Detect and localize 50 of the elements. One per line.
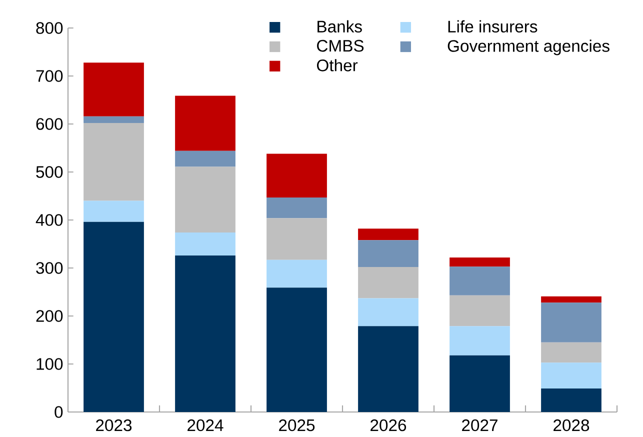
legend-label: Banks	[318, 20, 362, 33]
bar	[84, 222, 144, 412]
bar	[84, 62, 144, 116]
bar	[450, 266, 510, 296]
bar	[175, 150, 236, 167]
bar	[358, 267, 418, 298]
bar	[541, 342, 602, 363]
bar	[541, 302, 602, 342]
bar	[266, 260, 327, 288]
bar	[541, 362, 602, 388]
bar	[450, 295, 510, 326]
bar	[175, 96, 236, 151]
bar	[358, 240, 418, 268]
x-tick-label: 2024	[188, 419, 224, 432]
legend-label: CMBS	[317, 40, 364, 52]
y-tick-label: 400	[36, 214, 63, 226]
x-tick-label: 2028	[554, 419, 590, 432]
y-tick-label: 500	[36, 166, 63, 178]
bar	[541, 296, 602, 303]
bar	[84, 116, 144, 124]
y-tick-label: 600	[36, 118, 63, 130]
bar	[84, 123, 144, 201]
bar	[266, 154, 327, 198]
bar	[175, 232, 236, 256]
bar	[541, 388, 602, 412]
y-tick-label: 200	[36, 310, 63, 322]
bar	[266, 288, 327, 412]
x-tick-label: 2027	[462, 419, 498, 432]
y-tick-label: 0	[54, 406, 63, 418]
y-tick-label: 300	[36, 262, 63, 274]
bar	[358, 228, 418, 240]
y-tick-label: 800	[36, 22, 63, 34]
bar	[358, 298, 418, 326]
bar	[266, 197, 327, 218]
bar	[450, 326, 510, 356]
bar	[175, 256, 236, 412]
bar	[84, 200, 144, 222]
y-tick-label: 700	[36, 70, 63, 82]
bar	[450, 257, 510, 267]
y-tick-label: 100	[36, 358, 63, 370]
legend-label: Government agencies	[448, 40, 610, 56]
bar	[450, 355, 510, 412]
bar	[358, 326, 418, 412]
x-tick-label: 2025	[279, 419, 315, 432]
bar	[266, 218, 327, 260]
legend-label: Life insurers	[448, 20, 538, 33]
x-tick-label: 2023	[96, 419, 132, 432]
x-tick-label: 2026	[370, 419, 406, 432]
bar	[175, 166, 236, 232]
legend-label: Other	[316, 59, 358, 72]
